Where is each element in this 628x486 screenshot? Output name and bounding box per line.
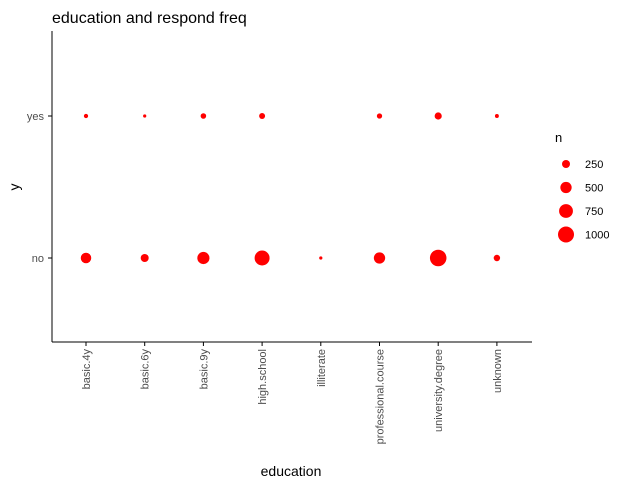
x-tick-label: university.degree	[433, 349, 445, 432]
y-tick-label: no	[32, 253, 44, 265]
point-basic-4y-no	[80, 252, 92, 264]
legend-label: 1000	[585, 230, 609, 242]
point-professional-course-yes	[376, 113, 383, 119]
legend-label: 250	[585, 159, 603, 171]
legend-label: 500	[585, 183, 603, 195]
point-unknown-no	[493, 254, 501, 262]
point-basic-6y-yes	[143, 114, 147, 118]
x-tick-label: professional.course	[375, 349, 387, 444]
x-tick-label: unknown	[492, 349, 504, 393]
chart-title: education and respond freq	[52, 10, 247, 27]
point-university-degree-yes	[434, 112, 442, 120]
point-university-degree-no	[429, 249, 447, 267]
y-tick-label: yes	[27, 111, 45, 123]
legend-label: 750	[585, 206, 603, 218]
point-basic-9y-no	[197, 251, 210, 265]
points-layer	[80, 112, 501, 267]
x-tick-label: basic.6y	[140, 349, 152, 390]
legend-key-circle	[560, 181, 572, 194]
size-legend: n 250 500 750 1000	[555, 130, 609, 243]
legend-key-circle	[559, 204, 573, 218]
point-professional-course-no	[373, 252, 386, 264]
point-basic-9y-yes	[200, 113, 207, 119]
point-illiterate-no	[319, 256, 323, 260]
point-basic-4y-yes	[83, 113, 89, 119]
legend-items: 250 500 750 1000	[558, 159, 609, 243]
point-high-school-yes	[259, 113, 266, 119]
legend-key-circle	[562, 160, 570, 168]
y-ticks: no yes	[27, 111, 52, 265]
point-high-school-no	[254, 250, 270, 266]
y-axis-title: y	[6, 184, 22, 191]
x-tick-label: high.school	[257, 349, 269, 405]
legend-title: n	[555, 130, 562, 145]
x-tick-label: illiterate	[316, 349, 328, 387]
point-unknown-yes	[494, 114, 499, 118]
legend-key-circle	[558, 226, 574, 243]
x-ticks: basic.4y basic.6y basic.9y high.school illit…	[81, 342, 504, 444]
point-basic-6y-no	[140, 254, 149, 262]
x-tick-label: basic.4y	[81, 349, 93, 390]
x-axis-title: education	[261, 463, 322, 479]
x-tick-label: basic.9y	[198, 349, 210, 390]
